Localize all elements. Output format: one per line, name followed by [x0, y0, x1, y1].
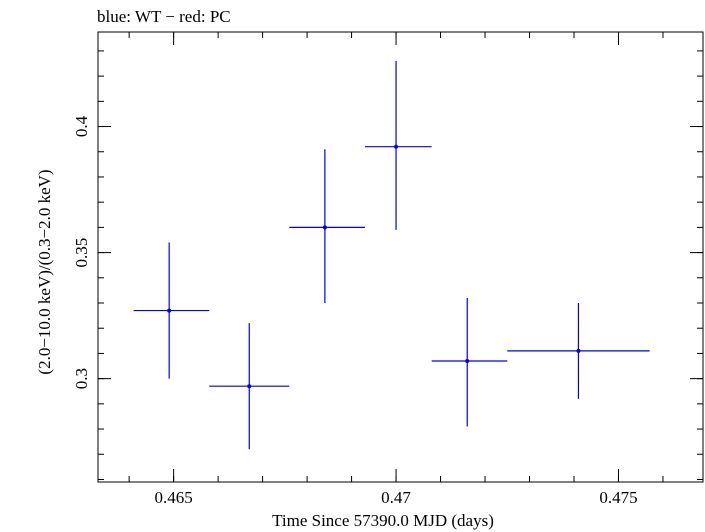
data-marker [576, 348, 581, 353]
data-marker [167, 308, 172, 313]
data-point [289, 149, 365, 304]
plot-frame [97, 31, 704, 483]
data-marker [394, 144, 399, 149]
data-marker [247, 384, 252, 389]
y-tick-label: 0.35 [72, 238, 91, 268]
data-point [507, 303, 650, 399]
y-tick-label: 0.4 [72, 115, 91, 137]
chart-title: blue: WT − red: PC [97, 7, 231, 26]
plot-border [97, 31, 704, 483]
data-marker [465, 358, 470, 363]
x-tick-label: 0.47 [381, 488, 411, 507]
data-point [209, 323, 290, 450]
y-tick-label: 0.3 [72, 368, 91, 389]
x-axis: 0.465 0.47 0.475 [128, 32, 664, 507]
x-tick-label: 0.475 [599, 488, 637, 507]
data-point [364, 60, 432, 230]
x-axis-title: Time Since 57390.0 MJD (days) [272, 511, 494, 530]
data-series [133, 60, 650, 450]
data-point [133, 242, 210, 379]
data-marker [322, 225, 327, 230]
y-axis: 0.3 0.35 0.4 [72, 50, 703, 480]
x-tick-label: 0.465 [155, 488, 193, 507]
y-axis-title: (2.0−10.0 keV)/(0.3−2.0 keV) [35, 169, 54, 374]
data-point [431, 297, 508, 427]
